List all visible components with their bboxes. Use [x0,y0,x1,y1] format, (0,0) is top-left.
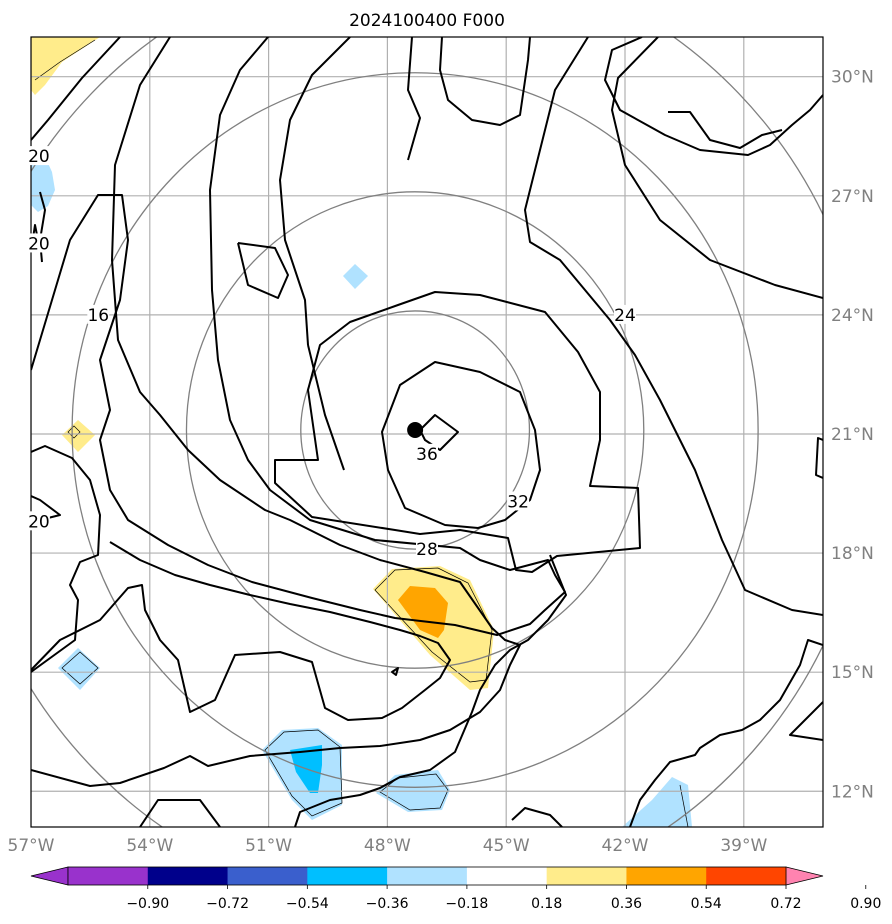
shade-negative-light [622,777,692,827]
colorbar-label: 0.18 [531,896,562,912]
range-ring [185,191,645,669]
contour-32 [381,361,541,529]
shade-positive-light [62,420,95,452]
storm-center-marker [407,422,424,439]
x-tick-label: 54°W [126,836,173,856]
shade-positive-light [31,37,100,95]
contour-label-bg [614,304,636,324]
x-tick-label: 45°W [483,836,530,856]
colorbar-label: 0.54 [691,896,722,912]
contour-label-bg [27,511,50,531]
contour-16 [604,37,823,156]
colorbar-segment [68,867,149,885]
colorbar: −0.90 −0.72 −0.54 −0.36 −0.18 0.18 0.36 0.54 0.7… [30,866,881,912]
contour-label-bg [27,146,50,166]
x-tick-labels: 57°W 54°W 51°W 48°W 45°W 42°W 39°W [8,836,768,856]
colorbar-segment [147,867,229,885]
contour-label-bg [416,539,438,559]
shaded-field [31,37,692,827]
y-tick-label: 12°N [831,782,874,802]
map-area [31,37,823,827]
contour-20 [31,37,521,787]
colorbar-extend-high [785,866,824,886]
colorbar-label: −0.54 [286,896,329,912]
colorbar-label: −0.90 [126,896,169,912]
x-tick-label: 51°W [245,836,292,856]
x-tick-label: 42°W [602,836,649,856]
contour-label: 20 [28,512,50,532]
contour-label: 32 [507,492,529,512]
contour-16 [511,807,563,827]
colorbar-segment [466,867,548,885]
colorbar-extend-low [30,866,69,886]
contour-24 [611,37,823,299]
chart-title: 2024100400 F000 [349,11,505,31]
contour-label-bg [87,304,110,324]
shade-negative-light [343,264,368,289]
contour-20 [439,37,531,126]
contour-label: 20 [28,147,50,167]
contour-16 [789,701,823,741]
contour-16 [139,554,567,827]
range-ring [71,72,759,788]
x-tick-label: 39°W [720,836,767,856]
colorbar-label: −0.18 [445,896,488,912]
colorbar-segment [546,867,627,885]
contour-16 [629,639,823,827]
colorbar-label: 0.72 [770,896,801,912]
contour-label-bg [507,491,530,511]
contour-label: 20 [28,234,50,254]
contour-16 [668,111,783,149]
x-tick-label: 57°W [8,836,55,856]
colorbar-label: −0.36 [366,896,409,912]
shade-negative-light [58,648,100,690]
colorbar-segment [387,867,468,885]
x-tick-label: 48°W [364,836,411,856]
contour-16 [391,667,399,676]
contour-label: 28 [416,540,438,560]
y-tick-label: 24°N [831,306,874,326]
colorbar-segment [307,867,388,885]
colorbar-segment [706,867,787,885]
map-frame [30,36,824,828]
colorbar-label: 0.36 [611,896,642,912]
contour-label-bg [416,443,438,463]
contour-16 [31,541,451,721]
y-tick-label: 21°N [831,425,874,445]
grid-lines [31,37,823,827]
contour-28 [274,291,641,573]
range-rings [31,37,823,827]
colorbar-label: 0.90 [850,896,881,912]
colorbar-segment [626,867,707,885]
contour-label: 16 [87,306,109,326]
contour-24 [31,37,566,636]
contour-label-bg [27,233,50,253]
contour-labels: 36 32 28 24 16 20 20 20 [27,146,636,560]
contour-label: 24 [614,306,636,326]
contour-16 [815,437,823,479]
colorbar-label: −0.72 [206,896,249,912]
shade-positive-medium [398,586,448,638]
colorbar-frame [67,866,787,886]
shade-outlines [34,39,689,827]
y-tick-label: 27°N [831,187,874,207]
contour-20 [31,445,101,673]
y-tick-label: 30°N [831,68,874,88]
range-ring [300,310,531,550]
y-tick-labels: 12°N 15°N 18°N 21°N 24°N 27°N 30°N [831,68,874,803]
y-tick-label: 15°N [831,663,874,683]
contour-lines [31,37,823,827]
y-tick-label: 18°N [831,544,874,564]
contour-36 [419,414,459,451]
contour-label: 36 [416,445,438,465]
colorbar-segment [227,867,308,885]
contour-24 [524,37,823,616]
